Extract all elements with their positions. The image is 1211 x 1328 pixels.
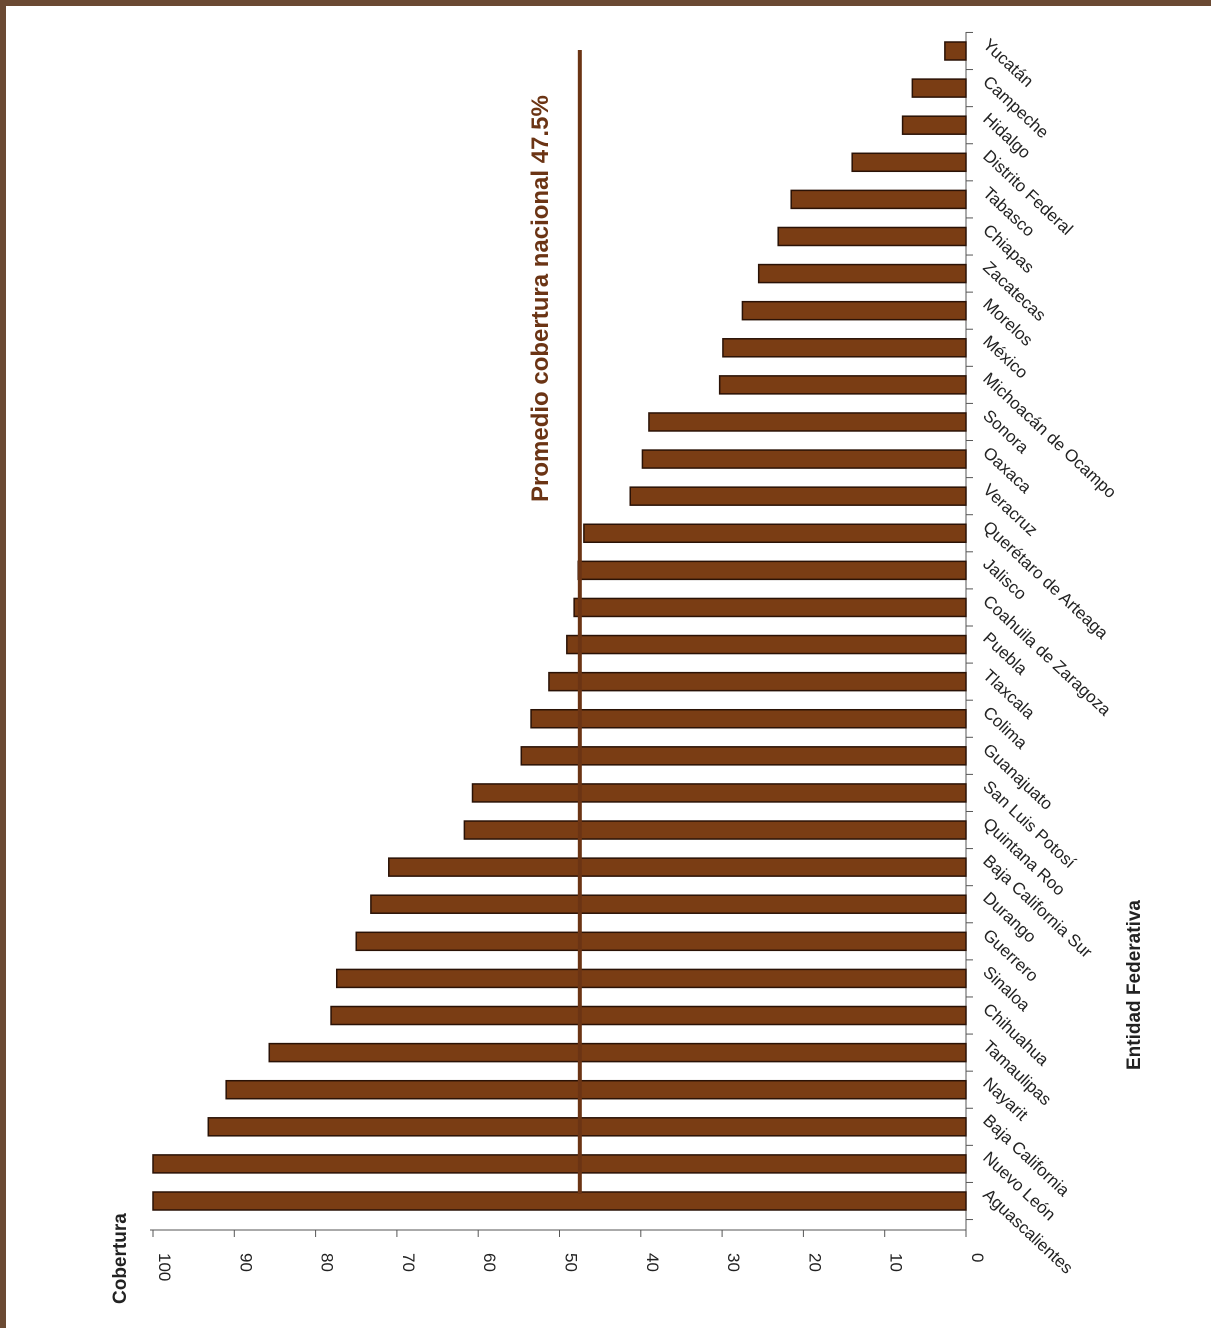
bar: [355, 931, 967, 952]
value-tick-label: 0: [968, 1253, 987, 1262]
bar: [530, 708, 967, 729]
bar: [790, 189, 967, 210]
bar: [648, 412, 967, 432]
bar: [335, 968, 967, 989]
y-axis-title: Cobertura: [110, 1213, 131, 1304]
bar: [757, 263, 967, 284]
value-tick-label: 40: [643, 1253, 662, 1272]
bar: [152, 1191, 967, 1211]
bar: [573, 597, 967, 618]
bar: [577, 560, 967, 581]
bar: [722, 338, 967, 358]
bar: [911, 78, 967, 98]
value-tick-label: 60: [480, 1253, 499, 1272]
bar: [207, 1117, 967, 1137]
average-layer: Promedio cobertura nacional 47.5%: [527, 50, 582, 1194]
bar: [718, 375, 967, 395]
value-tick-label: 80: [318, 1253, 337, 1272]
bar: [583, 523, 967, 544]
bar: [566, 634, 967, 655]
bar: [388, 857, 967, 877]
value-tick-label: 100: [155, 1253, 174, 1281]
bar: [629, 486, 967, 506]
bar: [152, 1154, 967, 1174]
bar: [471, 783, 967, 803]
value-tick-label: 20: [805, 1253, 824, 1272]
bar: [777, 226, 967, 247]
bar: [944, 41, 967, 61]
bar: [225, 1079, 967, 1100]
bar: [641, 449, 967, 469]
value-tick-label: 90: [236, 1253, 255, 1272]
value-tick-label: 10: [887, 1253, 906, 1272]
value-tick-label: 50: [562, 1253, 581, 1272]
bar: [520, 746, 967, 766]
value-tick-label: 30: [724, 1253, 743, 1272]
bar: [268, 1042, 967, 1063]
bar: [548, 671, 967, 692]
bar: [330, 1005, 967, 1026]
bar: [901, 115, 967, 135]
x-axis-title: Entidad Federativa: [1124, 900, 1145, 1070]
value-tick-label: 70: [399, 1253, 418, 1272]
average-label: Promedio cobertura nacional 47.5%: [527, 95, 554, 502]
bar: [851, 152, 967, 173]
bar: [463, 820, 967, 840]
bar: [370, 894, 967, 914]
bar: [741, 300, 967, 321]
